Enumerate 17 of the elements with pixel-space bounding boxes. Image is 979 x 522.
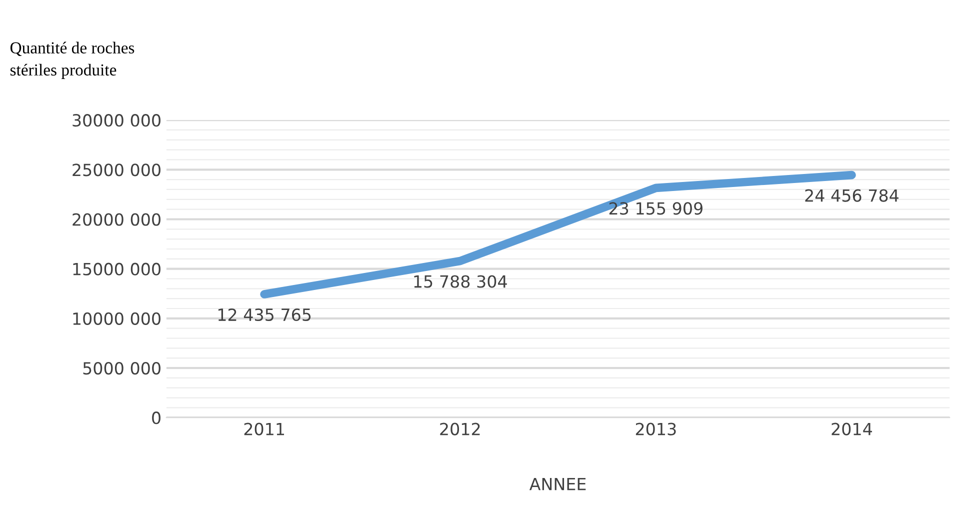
- y-tick-label: 25000 000: [72, 164, 160, 176]
- y-tick-label: 10000 000: [73, 312, 160, 325]
- data-label: 24 456 784: [805, 189, 899, 202]
- x-tick-label: 2011: [244, 422, 284, 436]
- y-tick-label: 20000 000: [72, 213, 160, 226]
- y-tick-label: 15000 000: [73, 262, 160, 276]
- x-tick-label: 2014: [832, 422, 872, 436]
- data-label: 15 788 304: [414, 275, 507, 288]
- x-tick-label: 2013: [636, 422, 676, 436]
- y-tick-label: 0: [152, 412, 160, 424]
- data-label: 12 435 765: [218, 308, 311, 322]
- x-tick-label: 2012: [440, 422, 480, 436]
- x-axis-title: ANNEE: [529, 478, 586, 490]
- y-tick-label: 5000 000: [83, 362, 160, 375]
- data-label: 23 155 909: [609, 202, 702, 215]
- chart-title: Quantité de roches stériles produite: [10, 42, 134, 79]
- y-tick-label: 30000 000: [72, 114, 160, 127]
